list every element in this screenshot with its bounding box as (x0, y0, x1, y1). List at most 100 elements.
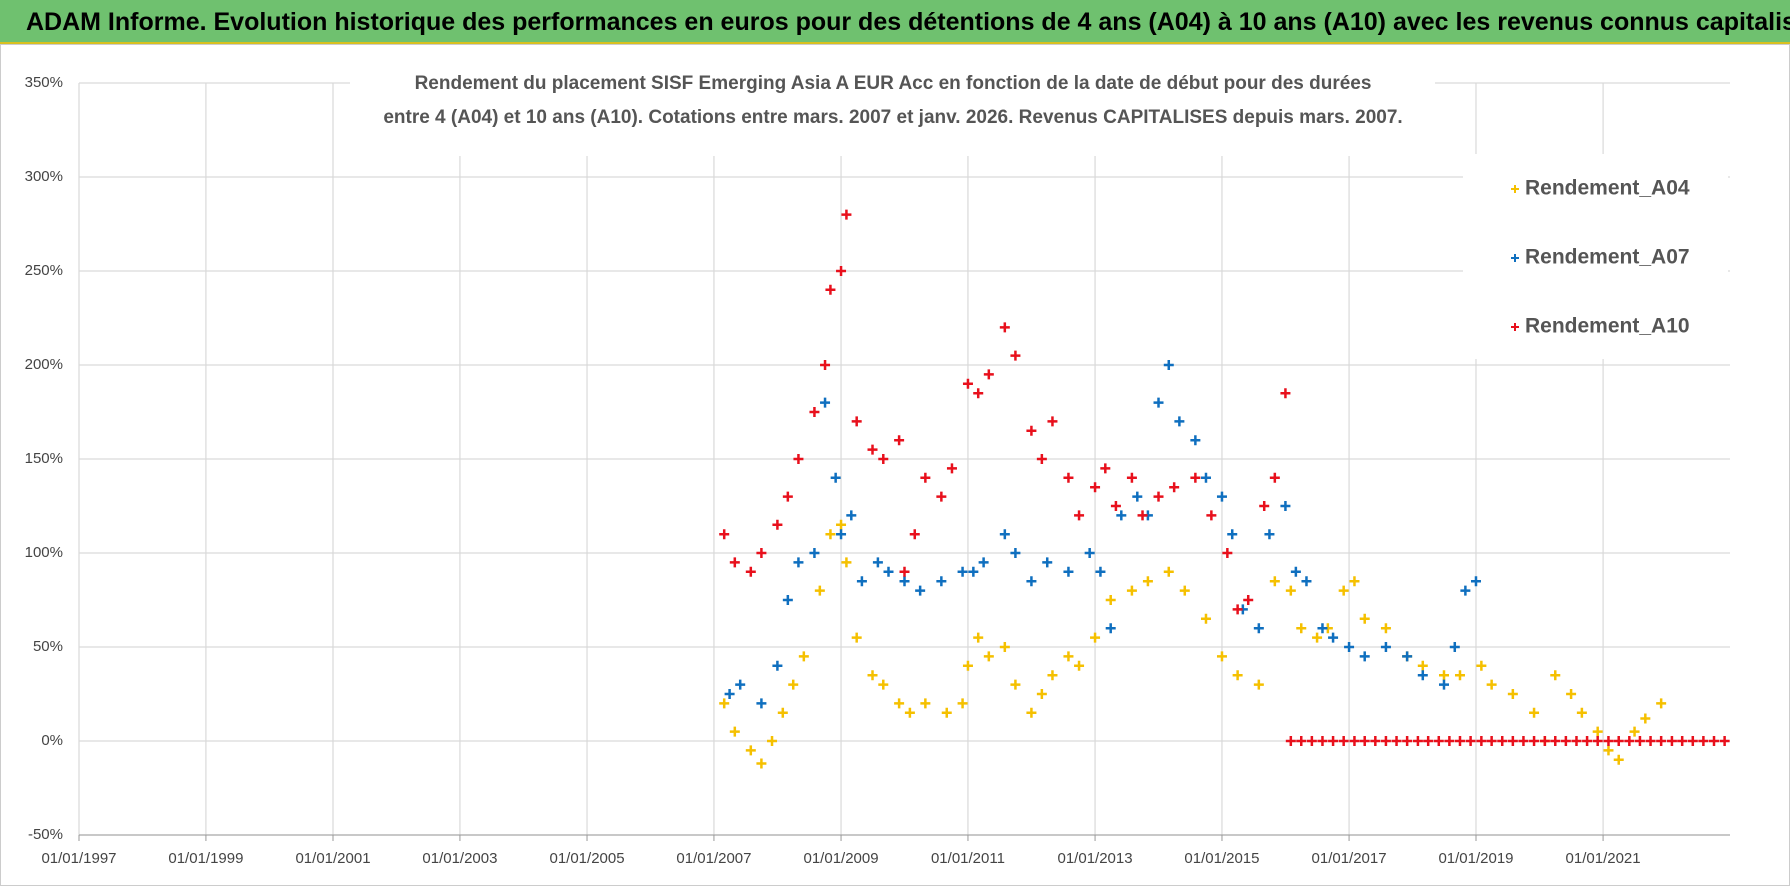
point (973, 632, 984, 643)
point (1656, 698, 1667, 709)
point (1200, 472, 1211, 483)
point (1227, 529, 1238, 540)
subtitle: entre 4 (A04) et 10 ans (A10). Cotations… (383, 107, 1402, 128)
point (1634, 736, 1645, 746)
point (1629, 726, 1640, 737)
point (1317, 623, 1328, 634)
point (1036, 689, 1047, 699)
point (983, 651, 994, 662)
point (825, 529, 836, 540)
point (920, 698, 931, 709)
point (1603, 745, 1614, 756)
point (1074, 660, 1085, 671)
point (899, 566, 910, 577)
point (836, 529, 847, 540)
point (798, 651, 809, 662)
x-tick-label: 01/01/2009 (804, 850, 879, 867)
point (777, 707, 788, 718)
point (836, 519, 847, 530)
point (1439, 670, 1449, 681)
point (719, 698, 730, 709)
point (1640, 713, 1651, 724)
point (1402, 651, 1413, 662)
point (962, 378, 973, 389)
point (1296, 736, 1307, 746)
point (1603, 736, 1614, 746)
point (1100, 463, 1111, 474)
y-tick-label: -50% (28, 826, 63, 843)
point (1116, 510, 1127, 521)
point (1402, 736, 1413, 746)
point (1269, 472, 1280, 483)
point (899, 576, 910, 587)
x-tick-label: 01/01/2015 (1184, 850, 1259, 867)
point (1470, 576, 1481, 587)
point (1280, 501, 1291, 511)
point (836, 266, 847, 276)
point (1010, 679, 1021, 690)
point (1370, 736, 1381, 746)
point (973, 388, 984, 399)
point (1698, 736, 1709, 746)
point (1476, 736, 1487, 746)
point (983, 369, 994, 380)
point (1709, 736, 1719, 746)
point (1550, 736, 1561, 746)
point (878, 679, 889, 690)
x-tick-label: 01/01/2019 (1438, 850, 1513, 867)
point (1338, 736, 1349, 746)
x-tick-label: 01/01/2005 (549, 850, 624, 867)
y-tick-label: 250% (25, 262, 63, 279)
point (1259, 501, 1270, 511)
point (867, 444, 878, 455)
point (1344, 642, 1355, 652)
point (962, 660, 973, 671)
point (1566, 689, 1577, 699)
point (1026, 425, 1037, 436)
point (1047, 416, 1058, 427)
point (820, 360, 831, 370)
point (1497, 736, 1508, 746)
point (1439, 679, 1449, 690)
x-tick-label: 01/01/1999 (168, 850, 243, 867)
point (1232, 670, 1243, 681)
point (1010, 350, 1021, 361)
x-tick-label: 01/01/2017 (1312, 850, 1387, 867)
point (1110, 501, 1121, 511)
point (1084, 548, 1095, 558)
point (767, 736, 778, 746)
point (957, 566, 968, 577)
point (1624, 736, 1635, 746)
point (1539, 736, 1550, 746)
point (1126, 585, 1137, 596)
point (1153, 397, 1164, 408)
point (1592, 736, 1603, 746)
point (729, 726, 740, 737)
legend-label: Rendement_A04 (1525, 177, 1690, 200)
point (1216, 651, 1227, 662)
point (1301, 576, 1312, 587)
point (915, 585, 926, 596)
y-tick-label: 350% (25, 74, 63, 91)
point (999, 642, 1010, 652)
point (883, 566, 894, 577)
point (1179, 585, 1190, 596)
point (1423, 736, 1434, 746)
point (756, 548, 767, 558)
title-bar: ADAM Informe. Evolution historique des p… (0, 0, 1790, 44)
y-tick-label: 150% (25, 450, 63, 467)
point (1280, 388, 1291, 399)
point (830, 472, 841, 483)
point (936, 576, 947, 587)
point (1592, 726, 1603, 737)
point (1216, 491, 1227, 502)
legend-marker (1511, 185, 1519, 193)
y-tick-label: 50% (33, 638, 63, 655)
point (841, 209, 852, 220)
point (1090, 632, 1101, 643)
point (856, 576, 867, 587)
point (878, 454, 889, 464)
point (941, 707, 952, 718)
point (1163, 360, 1174, 370)
point (1063, 651, 1074, 662)
